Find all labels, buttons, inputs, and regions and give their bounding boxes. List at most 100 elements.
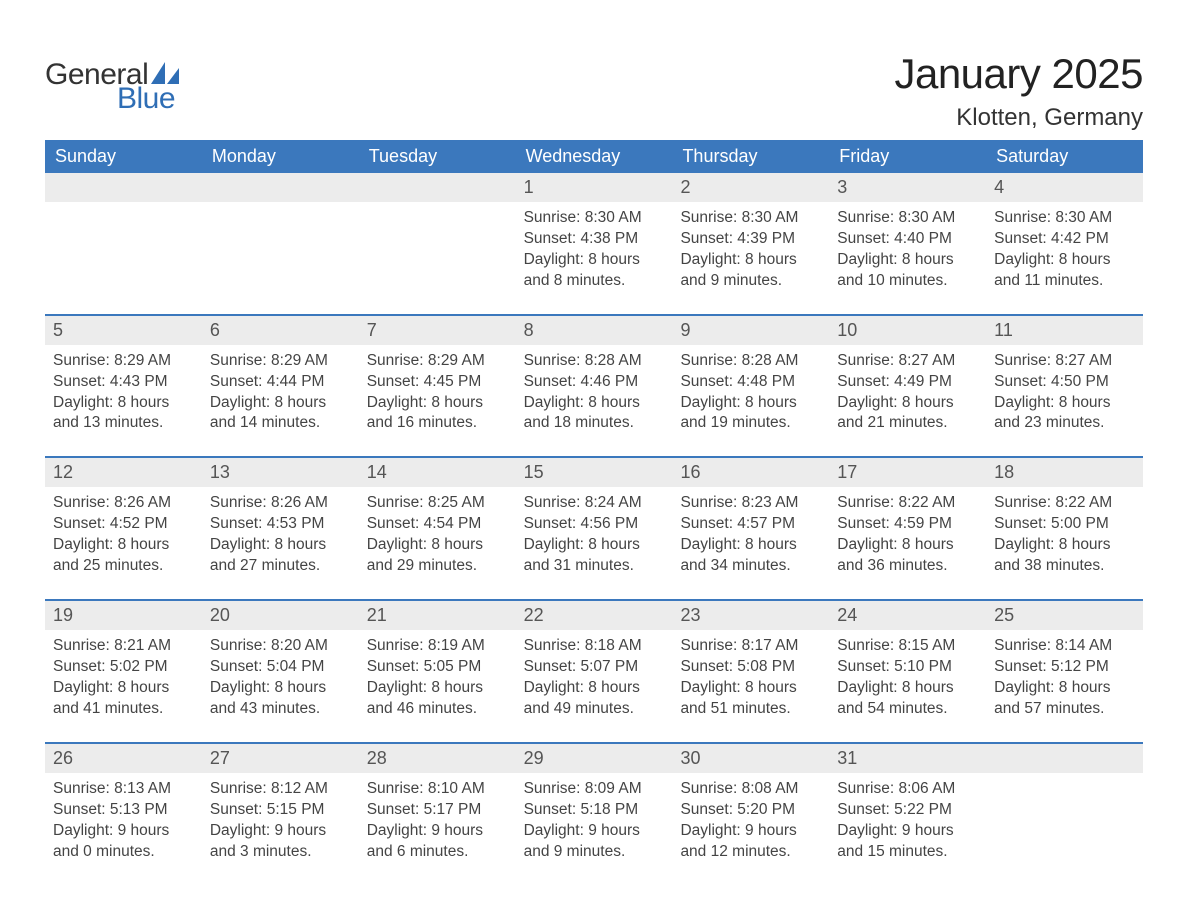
day-number: 26 [45, 744, 202, 773]
daylight-text-1: Daylight: 8 hours [524, 535, 665, 556]
sunset-text: Sunset: 5:05 PM [367, 657, 508, 678]
day-number: 22 [516, 601, 673, 630]
daylight-text-1: Daylight: 9 hours [524, 821, 665, 842]
sunrise-text: Sunrise: 8:13 AM [53, 779, 194, 800]
daylight-text-2: and 57 minutes. [994, 699, 1135, 720]
daylight-text-1: Daylight: 8 hours [210, 678, 351, 699]
day-cell: 30Sunrise: 8:08 AMSunset: 5:20 PMDayligh… [672, 744, 829, 867]
day-body: Sunrise: 8:13 AMSunset: 5:13 PMDaylight:… [45, 773, 202, 867]
daylight-text-1: Daylight: 8 hours [994, 250, 1135, 271]
sunrise-text: Sunrise: 8:14 AM [994, 636, 1135, 657]
day-cell: 29Sunrise: 8:09 AMSunset: 5:18 PMDayligh… [516, 744, 673, 867]
day-number [45, 173, 202, 202]
sunset-text: Sunset: 5:15 PM [210, 800, 351, 821]
sunset-text: Sunset: 5:00 PM [994, 514, 1135, 535]
daylight-text-2: and 49 minutes. [524, 699, 665, 720]
sunset-text: Sunset: 4:50 PM [994, 372, 1135, 393]
sunset-text: Sunset: 4:45 PM [367, 372, 508, 393]
sunset-text: Sunset: 5:02 PM [53, 657, 194, 678]
day-body: Sunrise: 8:27 AMSunset: 4:50 PMDaylight:… [986, 345, 1143, 439]
daylight-text-2: and 38 minutes. [994, 556, 1135, 577]
day-cell: 2Sunrise: 8:30 AMSunset: 4:39 PMDaylight… [672, 173, 829, 296]
day-body: Sunrise: 8:20 AMSunset: 5:04 PMDaylight:… [202, 630, 359, 724]
sunset-text: Sunset: 5:17 PM [367, 800, 508, 821]
daylight-text-2: and 18 minutes. [524, 413, 665, 434]
sunset-text: Sunset: 4:49 PM [837, 372, 978, 393]
weeks-container: 1 Sunrise: 8:30 AM Sunset: 4:38 PM Daylight… [45, 173, 1143, 866]
daylight-text-1: Daylight: 9 hours [680, 821, 821, 842]
daylight-text-2: and 36 minutes. [837, 556, 978, 577]
daylight-text-1: Daylight: 8 hours [53, 535, 194, 556]
sunset-text: Sunset: 4:59 PM [837, 514, 978, 535]
daylight-text-2: and 46 minutes. [367, 699, 508, 720]
day-number: 12 [45, 458, 202, 487]
day-cell: 6Sunrise: 8:29 AMSunset: 4:44 PMDaylight… [202, 316, 359, 439]
day-cell: 7Sunrise: 8:29 AMSunset: 4:45 PMDaylight… [359, 316, 516, 439]
day-body: Sunrise: 8:19 AMSunset: 5:05 PMDaylight:… [359, 630, 516, 724]
sunrise-text: Sunrise: 8:12 AM [210, 779, 351, 800]
daylight-text-2: and 0 minutes. [53, 842, 194, 863]
weekday-header: Thursday [672, 140, 829, 173]
sunset-text: Sunset: 4:40 PM [837, 229, 978, 250]
day-body: Sunrise: 8:28 AMSunset: 4:46 PMDaylight:… [516, 345, 673, 439]
day-body: Sunrise: 8:26 AMSunset: 4:52 PMDaylight:… [45, 487, 202, 581]
day-number: 14 [359, 458, 516, 487]
daylight-text-2: and 34 minutes. [680, 556, 821, 577]
daylight-text-2: and 11 minutes. [994, 271, 1135, 292]
day-cell: 20Sunrise: 8:20 AMSunset: 5:04 PMDayligh… [202, 601, 359, 724]
day-cell: 21Sunrise: 8:19 AMSunset: 5:05 PMDayligh… [359, 601, 516, 724]
day-body: Sunrise: 8:22 AMSunset: 5:00 PMDaylight:… [986, 487, 1143, 581]
sunset-text: Sunset: 5:22 PM [837, 800, 978, 821]
day-body: Sunrise: 8:24 AMSunset: 4:56 PMDaylight:… [516, 487, 673, 581]
daylight-text-2: and 54 minutes. [837, 699, 978, 720]
day-number: 10 [829, 316, 986, 345]
sunset-text: Sunset: 4:56 PM [524, 514, 665, 535]
week-row: 12Sunrise: 8:26 AMSunset: 4:52 PMDayligh… [45, 456, 1143, 581]
day-number: 1 [516, 173, 673, 202]
daylight-text-2: and 3 minutes. [210, 842, 351, 863]
day-body: Sunrise: 8:30 AMSunset: 4:42 PMDaylight:… [986, 202, 1143, 296]
daylight-text-1: Daylight: 8 hours [210, 535, 351, 556]
sunset-text: Sunset: 5:07 PM [524, 657, 665, 678]
sunset-text: Sunset: 5:10 PM [837, 657, 978, 678]
day-number: 15 [516, 458, 673, 487]
daylight-text-1: Daylight: 8 hours [367, 393, 508, 414]
sunrise-text: Sunrise: 8:23 AM [680, 493, 821, 514]
day-number: 2 [672, 173, 829, 202]
day-body: Sunrise: 8:10 AMSunset: 5:17 PMDaylight:… [359, 773, 516, 867]
weekday-header: Sunday [45, 140, 202, 173]
day-number: 17 [829, 458, 986, 487]
day-cell: 17Sunrise: 8:22 AMSunset: 4:59 PMDayligh… [829, 458, 986, 581]
daylight-text-1: Daylight: 8 hours [837, 393, 978, 414]
page-header: General Blue January 2025 Klotten, Germa… [45, 50, 1143, 132]
sunrise-text: Sunrise: 8:29 AM [210, 351, 351, 372]
daylight-text-2: and 43 minutes. [210, 699, 351, 720]
daylight-text-1: Daylight: 8 hours [367, 678, 508, 699]
week-row: 26Sunrise: 8:13 AMSunset: 5:13 PMDayligh… [45, 742, 1143, 867]
weekday-header: Tuesday [359, 140, 516, 173]
day-number: 13 [202, 458, 359, 487]
title-block: January 2025 Klotten, Germany [894, 50, 1143, 132]
sunset-text: Sunset: 5:18 PM [524, 800, 665, 821]
sunrise-text: Sunrise: 8:30 AM [680, 208, 821, 229]
daylight-text-1: Daylight: 8 hours [53, 393, 194, 414]
sunrise-text: Sunrise: 8:30 AM [994, 208, 1135, 229]
day-cell: 26Sunrise: 8:13 AMSunset: 5:13 PMDayligh… [45, 744, 202, 867]
daylight-text-2: and 27 minutes. [210, 556, 351, 577]
sunrise-text: Sunrise: 8:15 AM [837, 636, 978, 657]
daylight-text-1: Daylight: 8 hours [680, 678, 821, 699]
sunset-text: Sunset: 4:38 PM [524, 229, 665, 250]
day-cell: 1Sunrise: 8:30 AMSunset: 4:38 PMDaylight… [516, 173, 673, 296]
day-body: Sunrise: 8:21 AMSunset: 5:02 PMDaylight:… [45, 630, 202, 724]
day-body: Sunrise: 8:09 AMSunset: 5:18 PMDaylight:… [516, 773, 673, 867]
day-cell: 24Sunrise: 8:15 AMSunset: 5:10 PMDayligh… [829, 601, 986, 724]
day-cell: 8Sunrise: 8:28 AMSunset: 4:46 PMDaylight… [516, 316, 673, 439]
daylight-text-2: and 21 minutes. [837, 413, 978, 434]
sunrise-text: Sunrise: 8:25 AM [367, 493, 508, 514]
daylight-text-1: Daylight: 8 hours [680, 535, 821, 556]
daylight-text-2: and 6 minutes. [367, 842, 508, 863]
daylight-text-2: and 14 minutes. [210, 413, 351, 434]
day-cell: 28Sunrise: 8:10 AMSunset: 5:17 PMDayligh… [359, 744, 516, 867]
day-cell: 9Sunrise: 8:28 AMSunset: 4:48 PMDaylight… [672, 316, 829, 439]
sail-icon [151, 62, 179, 84]
